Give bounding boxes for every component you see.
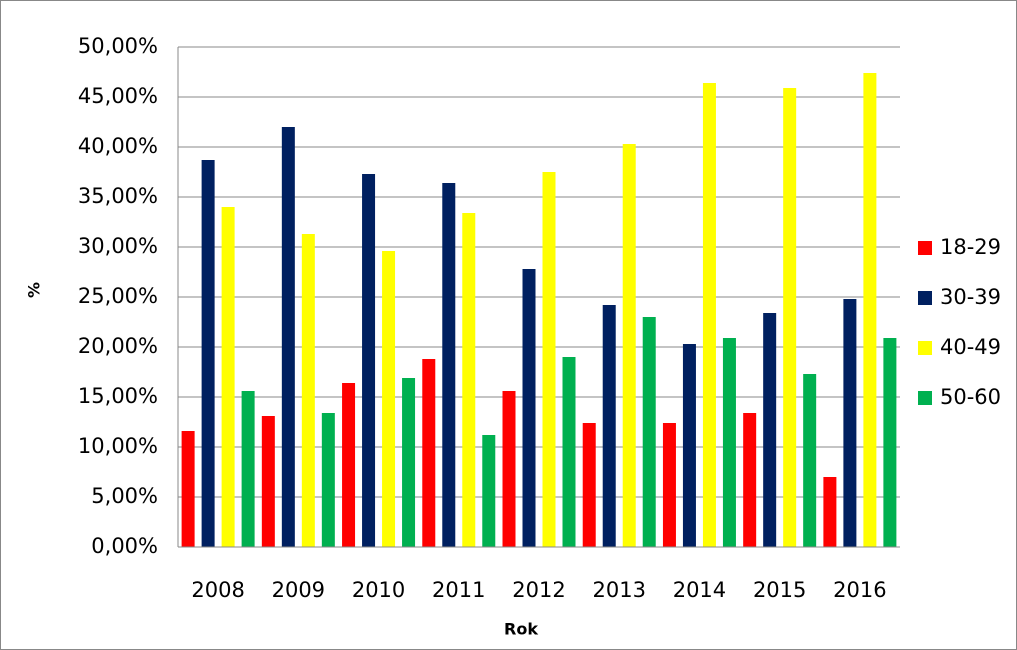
bar bbox=[783, 88, 797, 547]
y-tick-label: 50,00% bbox=[78, 34, 158, 58]
y-tick-label: 15,00% bbox=[78, 384, 158, 408]
legend-swatch bbox=[918, 341, 932, 355]
x-tick-label: 2015 bbox=[753, 578, 806, 602]
x-tick-label: 2009 bbox=[272, 578, 325, 602]
bar bbox=[702, 83, 716, 547]
bar bbox=[542, 172, 556, 547]
y-tick-label: 10,00% bbox=[78, 434, 158, 458]
bar bbox=[261, 416, 275, 547]
legend-label: 50-60 bbox=[940, 385, 1001, 409]
bar bbox=[422, 359, 436, 547]
bar bbox=[301, 234, 315, 547]
bar bbox=[321, 413, 335, 547]
x-axis-label: Rok bbox=[504, 620, 538, 639]
bar bbox=[362, 174, 376, 547]
bar bbox=[502, 391, 516, 547]
bar bbox=[482, 435, 496, 547]
bar bbox=[622, 144, 636, 547]
x-tick-label: 2016 bbox=[833, 578, 886, 602]
bar bbox=[883, 338, 897, 547]
x-tick-label: 2010 bbox=[352, 578, 405, 602]
bar bbox=[342, 383, 356, 547]
y-tick-label: 35,00% bbox=[78, 184, 158, 208]
bar bbox=[682, 344, 696, 547]
bar bbox=[863, 73, 877, 547]
bar bbox=[662, 423, 676, 547]
bar bbox=[722, 338, 736, 547]
y-tick-label: 30,00% bbox=[78, 234, 158, 258]
legend-swatch bbox=[918, 241, 932, 255]
legend-swatch bbox=[918, 391, 932, 405]
bar bbox=[462, 213, 476, 547]
y-tick-label: 0,00% bbox=[91, 534, 158, 558]
bar bbox=[642, 317, 656, 547]
bar bbox=[382, 251, 396, 547]
bar bbox=[743, 413, 757, 547]
y-tick-label: 5,00% bbox=[91, 484, 158, 508]
x-tick-label: 2012 bbox=[512, 578, 565, 602]
bar bbox=[221, 207, 235, 547]
x-tick-label: 2011 bbox=[432, 578, 485, 602]
x-tick-label: 2008 bbox=[191, 578, 244, 602]
y-tick-label: 20,00% bbox=[78, 334, 158, 358]
bar bbox=[442, 183, 456, 547]
bar bbox=[201, 160, 215, 547]
bar bbox=[562, 357, 576, 547]
bar bbox=[281, 127, 295, 547]
bar bbox=[803, 374, 817, 547]
bar bbox=[241, 391, 255, 547]
bar bbox=[763, 313, 777, 547]
legend-label: 40-49 bbox=[940, 335, 1001, 359]
x-tick-label: 2014 bbox=[673, 578, 726, 602]
legend-swatch bbox=[918, 291, 932, 305]
y-tick-label: 40,00% bbox=[78, 134, 158, 158]
legend-label: 18-29 bbox=[940, 235, 1001, 259]
x-tick-label: 2013 bbox=[592, 578, 645, 602]
bar bbox=[843, 299, 857, 547]
y-tick-label: 25,00% bbox=[78, 284, 158, 308]
bar bbox=[522, 269, 536, 547]
bar bbox=[402, 378, 416, 547]
bar bbox=[823, 477, 837, 547]
legend-label: 30-39 bbox=[940, 285, 1001, 309]
y-tick-label: 45,00% bbox=[78, 84, 158, 108]
bar bbox=[181, 431, 195, 547]
bar bbox=[582, 423, 596, 547]
y-axis-label: % bbox=[25, 282, 44, 298]
bar bbox=[602, 305, 616, 547]
